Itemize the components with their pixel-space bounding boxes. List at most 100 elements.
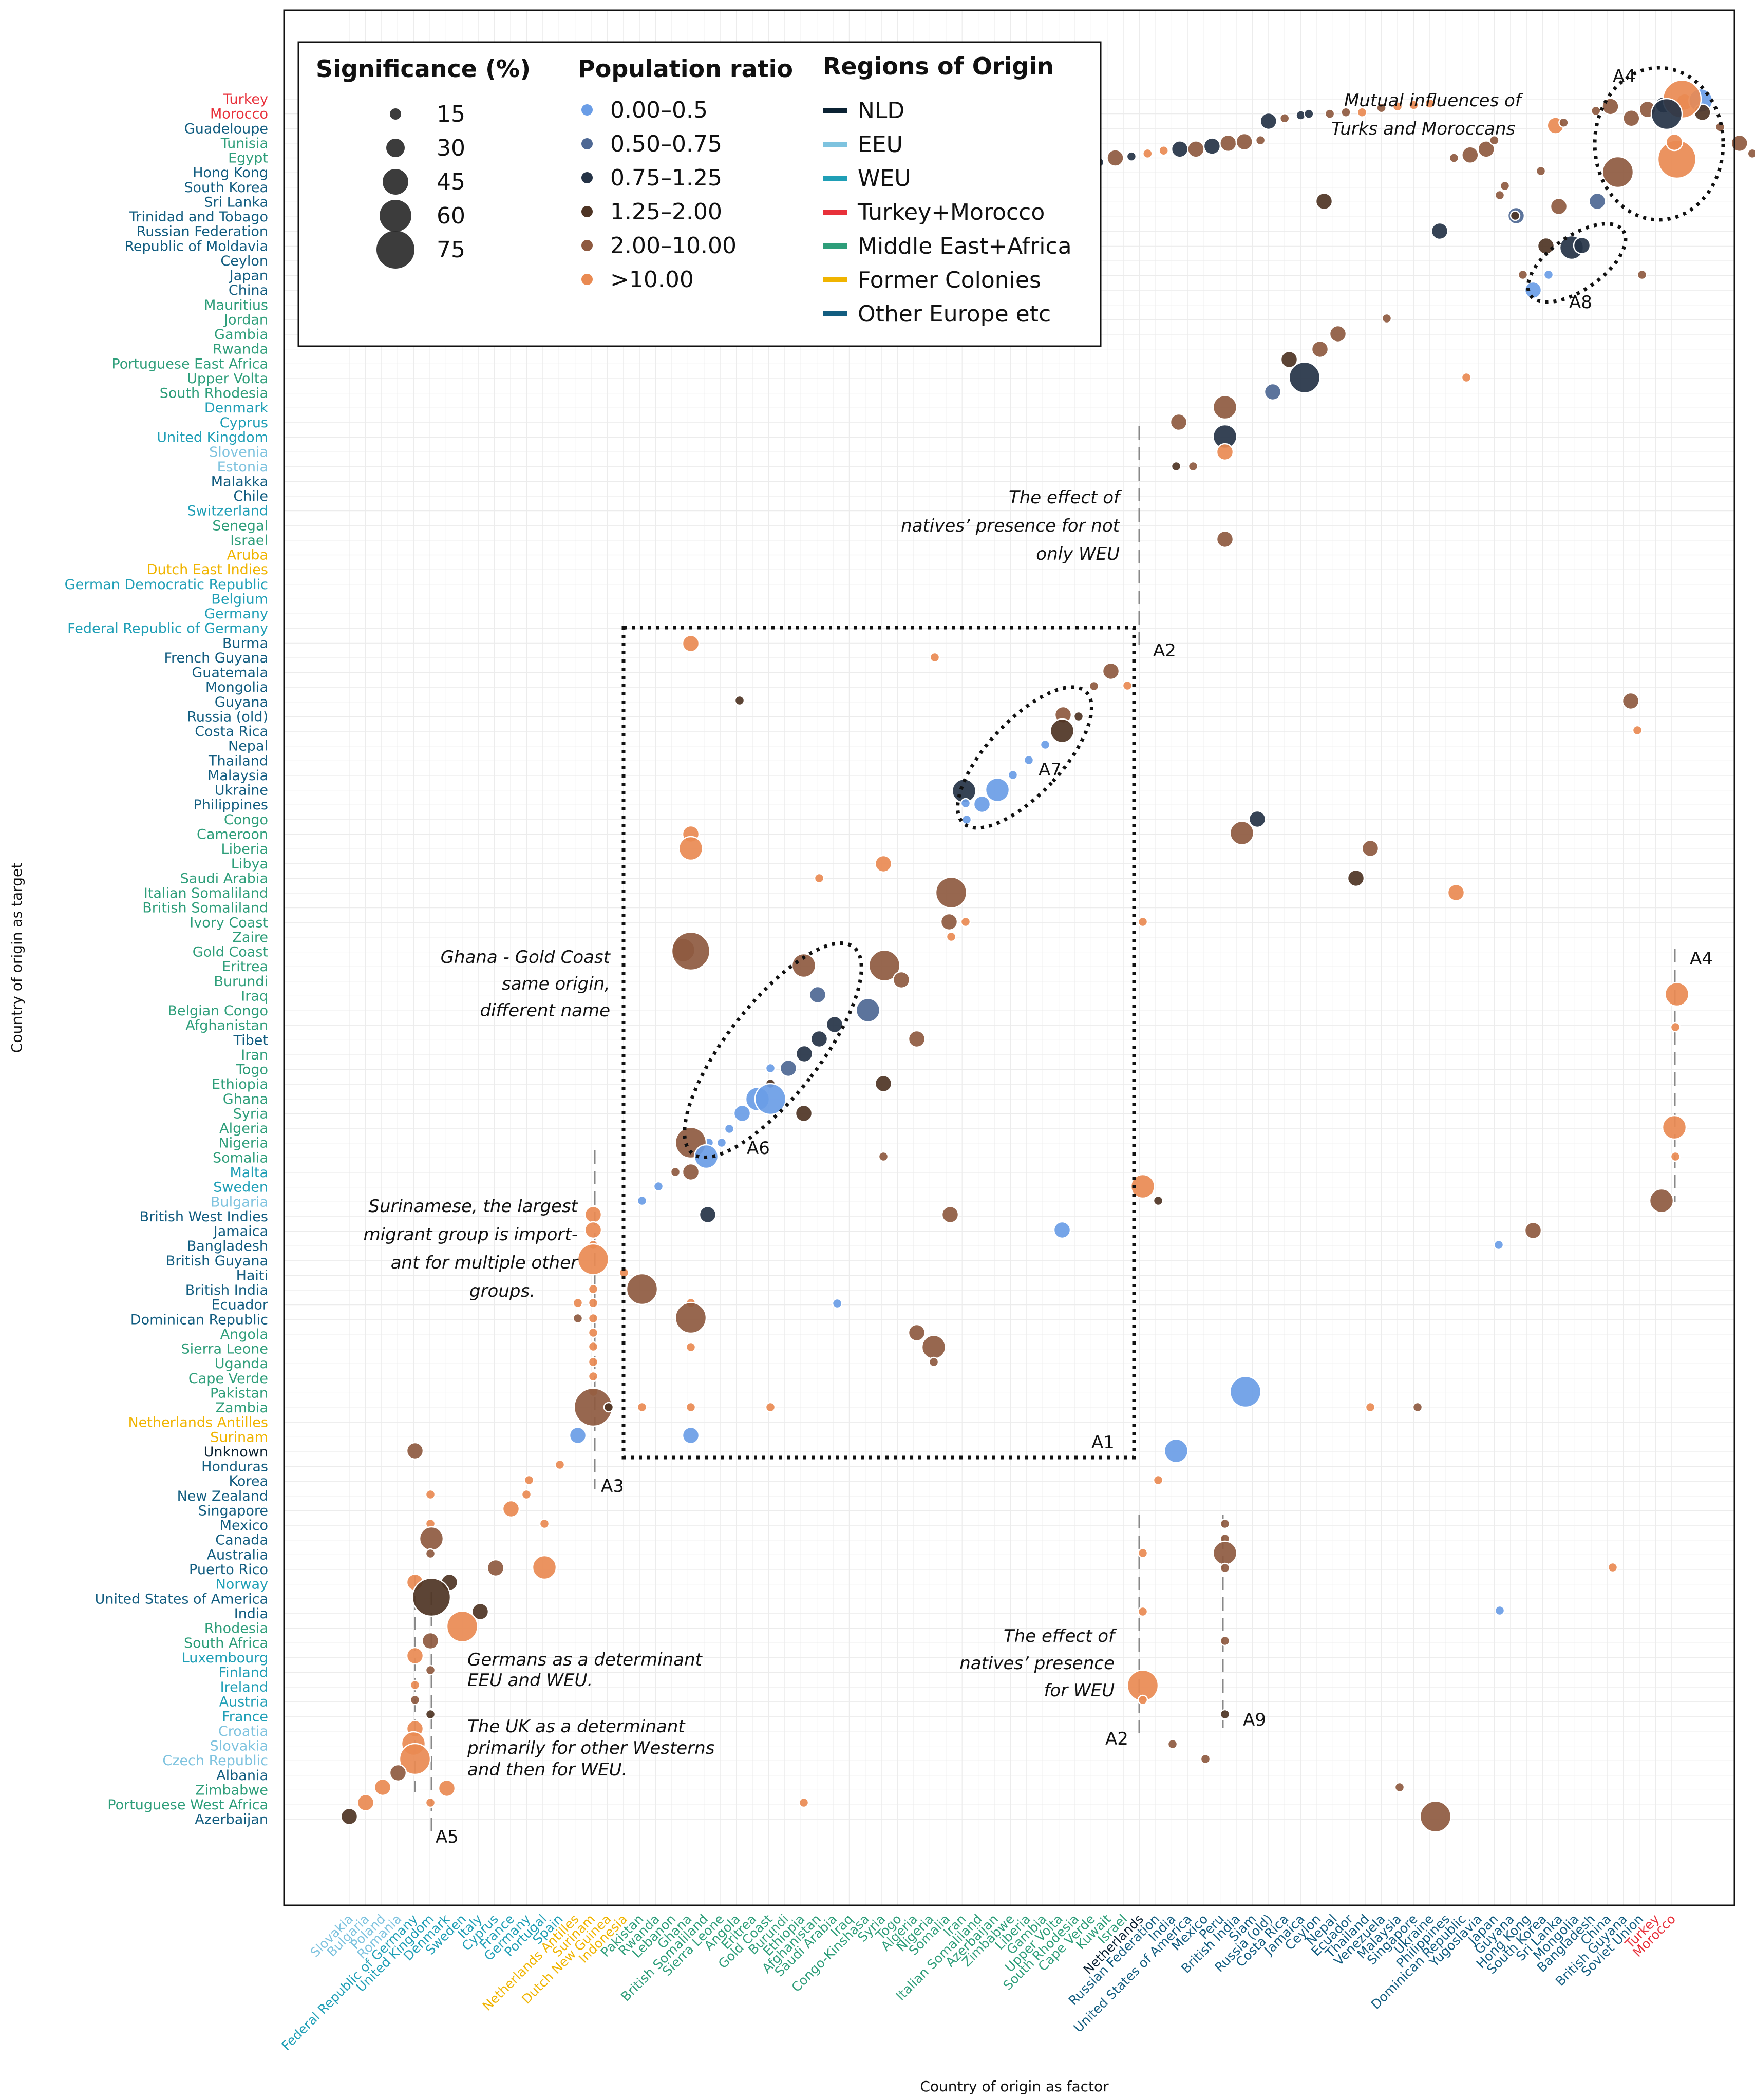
- label-a4-right: A4: [1690, 949, 1713, 969]
- bubble-point: [1550, 197, 1568, 216]
- bubble-point: [985, 777, 1010, 803]
- bubble-point: [1255, 135, 1266, 146]
- bubble-point: [532, 1555, 557, 1580]
- bubble-point: [1509, 210, 1521, 221]
- bubble-point: [1187, 140, 1205, 158]
- a1-dotted-box: [621, 626, 1136, 1460]
- surinamese-3: ant for multiple other: [391, 1253, 579, 1273]
- bubble-point: [1158, 145, 1169, 156]
- bubble-point: [1376, 102, 1387, 113]
- bubble-point: [791, 953, 817, 978]
- legend-size-dot: [383, 169, 408, 195]
- y-tick-philippines: Philippines: [194, 797, 268, 813]
- y-tick-ghana: Ghana: [223, 1091, 268, 1107]
- y-tick-puerto-rico: Puerto Rico: [189, 1562, 268, 1578]
- bubble-point: [588, 1371, 599, 1382]
- bubble-point: [425, 1797, 436, 1808]
- bubble-point: [1494, 1605, 1505, 1616]
- bubble-point: [1153, 1474, 1164, 1486]
- bubble-point: [1169, 413, 1188, 431]
- y-tick-guyana: Guyana: [215, 694, 268, 710]
- bubble-point: [409, 1694, 421, 1706]
- y-tick-togo: Togo: [236, 1062, 268, 1078]
- legend-region-label: NLD: [858, 98, 904, 124]
- bubble-point: [588, 1327, 599, 1338]
- bubble-point: [1212, 394, 1238, 420]
- mutual-line-1: Mutual influences of: [1344, 90, 1524, 111]
- bubble-point: [1356, 107, 1368, 118]
- y-tick-liberia: Liberia: [221, 841, 268, 857]
- y-tick-syria: Syria: [233, 1106, 268, 1122]
- bubble-point: [1263, 383, 1282, 401]
- legend-ratio-label: 1.25–2.00: [610, 199, 722, 225]
- y-tick-estonia: Estonia: [217, 459, 268, 475]
- highlight-ellipse-1: [1593, 66, 1725, 222]
- bubble-point: [1558, 117, 1569, 128]
- legend-ratio-dot: [581, 138, 593, 149]
- bubble-point: [419, 1526, 444, 1552]
- y-tick-guatemala: Guatemala: [192, 665, 268, 681]
- y-tick-aruba: Aruba: [227, 547, 268, 563]
- bubble-point: [1412, 1402, 1423, 1413]
- bubble-point: [928, 1356, 939, 1368]
- y-tick-tibet: Tibet: [233, 1032, 269, 1048]
- bubble-point: [892, 971, 911, 989]
- bubble-point: [389, 1764, 407, 1782]
- y-tick-bulgaria: Bulgaria: [211, 1194, 268, 1210]
- y-tick-morocco: Morocco: [210, 106, 268, 122]
- bubble-point: [1130, 1174, 1156, 1199]
- y-tick-ukraine: Ukraine: [215, 783, 268, 799]
- bubble-point: [1229, 1375, 1262, 1408]
- bubble-point: [1142, 148, 1153, 159]
- effect-top-2: natives’ presence for not: [901, 516, 1121, 536]
- bubble-point: [868, 949, 901, 982]
- legend-size-label: 45: [437, 169, 465, 195]
- y-tick-sweden: Sweden: [213, 1180, 268, 1196]
- y-tick-singapore: Singapore: [198, 1503, 268, 1519]
- bubble-point: [1622, 109, 1640, 127]
- bubble-point: [1448, 153, 1460, 163]
- legend-size-label: 15: [437, 101, 465, 127]
- y-tick-norway: Norway: [216, 1577, 268, 1593]
- bubble-point: [874, 1074, 893, 1093]
- bubble-point: [908, 1030, 926, 1048]
- y-tick-malaysia: Malaysia: [207, 768, 268, 784]
- bubble-point: [636, 1195, 648, 1206]
- y-tick-ceylon: Ceylon: [220, 253, 268, 269]
- y-tick-tunisia: Tunisia: [220, 136, 268, 152]
- label-a6: A6: [747, 1138, 770, 1159]
- y-tick-australia: Australia: [207, 1547, 268, 1563]
- germans-6: and then for WEU.: [467, 1760, 627, 1780]
- bubble-point: [340, 1807, 358, 1826]
- bubble-point: [1419, 1800, 1452, 1833]
- legend-ratio-label: 0.75–1.25: [610, 165, 722, 191]
- bubble-point: [1543, 269, 1554, 280]
- bubble-point: [678, 836, 704, 861]
- bubble-point: [521, 1489, 532, 1500]
- bubble-point: [685, 1341, 696, 1353]
- y-tick-sri-lanka: Sri Lanka: [204, 194, 268, 210]
- bubble-point: [1279, 112, 1290, 124]
- y-tick-eritrea: Eritrea: [222, 959, 268, 975]
- y-tick-angola: Angola: [220, 1327, 268, 1342]
- y-tick-british-west-indies: British West Indies: [140, 1209, 268, 1225]
- bubble-point: [941, 1205, 959, 1224]
- y-tick-burundi: Burundi: [214, 974, 268, 990]
- bubble-point: [539, 1518, 550, 1529]
- bubble-point: [584, 1221, 602, 1239]
- y-tick-zambia: Zambia: [215, 1400, 268, 1416]
- bubble-point: [1535, 165, 1546, 177]
- legend-ratio-label: >10.00: [610, 267, 694, 293]
- bubble-point: [1636, 269, 1648, 280]
- y-tick-rwanda: Rwanda: [213, 342, 268, 357]
- y-tick-south-korea: South Korea: [184, 180, 268, 196]
- legend-region-title: Regions of Origin: [823, 52, 1054, 80]
- y-tick-zimbabwe: Zimbabwe: [195, 1782, 268, 1798]
- bubble-point: [682, 634, 700, 653]
- bubble-point: [425, 1709, 436, 1720]
- bubble-point: [814, 873, 825, 884]
- bubble-point: [1007, 769, 1018, 781]
- y-tick-thailand: Thailand: [208, 753, 268, 769]
- legend-ratio-title: Population ratio: [578, 55, 793, 83]
- y-tick-labels: TurkeyMoroccoGuadeloupeTunisiaEgyptHong …: [65, 91, 269, 1828]
